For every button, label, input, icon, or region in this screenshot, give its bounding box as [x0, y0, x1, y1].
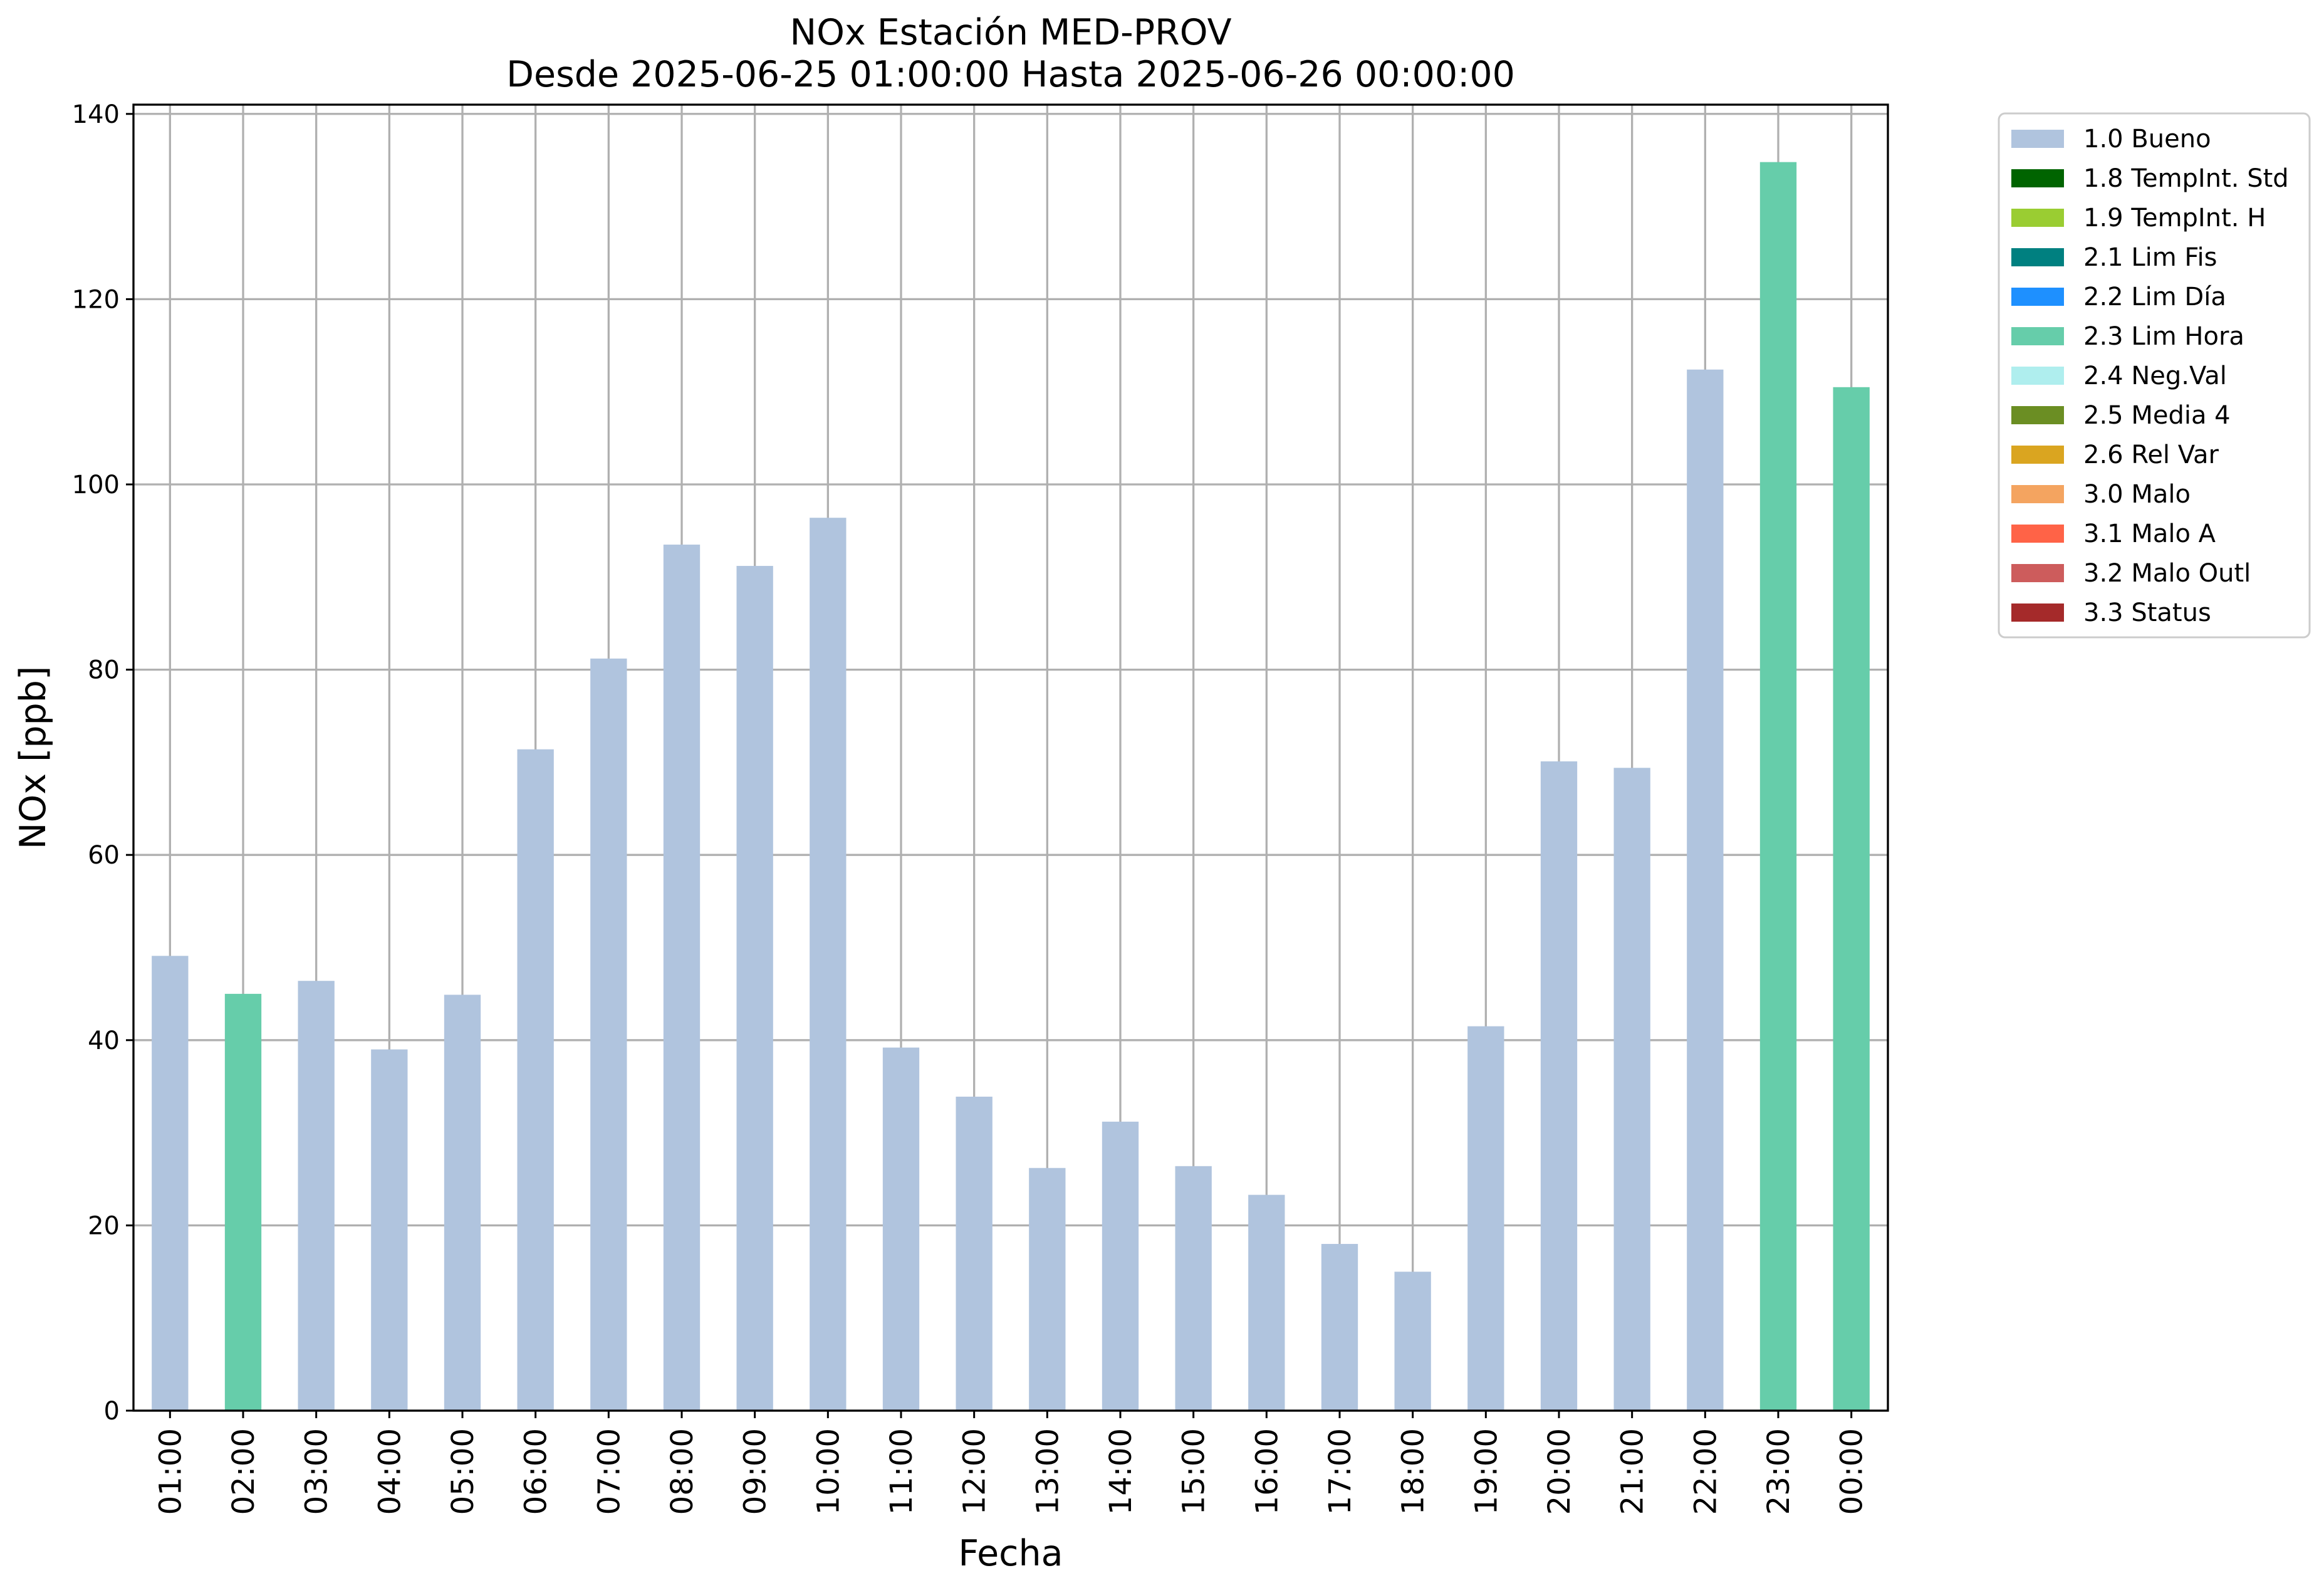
legend-entry: 3.1 Malo A	[2083, 520, 2216, 548]
legend-swatch	[2011, 327, 2064, 345]
bar	[1467, 1026, 1504, 1411]
bar	[1029, 1167, 1066, 1411]
x-tick-label: 11:00	[884, 1428, 919, 1515]
x-tick-label: 15:00	[1177, 1428, 1212, 1515]
legend-swatch	[2011, 169, 2064, 187]
x-tick-label: 12:00	[957, 1428, 993, 1515]
x-tick-label: 18:00	[1396, 1428, 1431, 1515]
bar	[371, 1049, 408, 1411]
x-tick-label: 00:00	[1835, 1428, 1870, 1515]
x-tick-label: 04:00	[372, 1428, 407, 1515]
x-tick-label: 19:00	[1469, 1428, 1504, 1515]
bar	[1687, 369, 1724, 1411]
legend-entry: 1.8 TempInt. Std	[2083, 164, 2289, 193]
y-tick-label: 80	[88, 656, 120, 685]
x-tick-label: 20:00	[1542, 1428, 1577, 1515]
y-tick-label: 60	[88, 841, 120, 870]
y-tick-label: 140	[72, 100, 120, 129]
bar	[590, 658, 627, 1411]
x-tick-label: 05:00	[446, 1428, 481, 1515]
bars	[152, 162, 1870, 1411]
y-tick-label: 100	[72, 471, 120, 499]
legend-entry: 2.4 Neg.Val	[2083, 362, 2227, 390]
x-tick-label: 02:00	[226, 1428, 261, 1515]
x-axis-label: Fecha	[958, 1533, 1063, 1574]
legend-swatch	[2011, 367, 2064, 385]
y-axis-label: NOx [ppb]	[13, 666, 54, 849]
bar	[810, 518, 847, 1411]
legend-entry: 2.6 Rel Var	[2083, 441, 2219, 469]
legend-entry: 2.1 Lim Fis	[2083, 243, 2217, 272]
x-tick-label: 06:00	[519, 1428, 554, 1515]
bar	[1540, 761, 1578, 1411]
x-tick-label: 03:00	[300, 1428, 335, 1515]
legend-swatch	[2011, 564, 2064, 582]
bar	[1613, 768, 1650, 1411]
x-tick-label: 22:00	[1688, 1428, 1723, 1515]
bar	[298, 981, 335, 1411]
legend-entry: 3.2 Malo Outl	[2083, 559, 2251, 588]
bar	[1394, 1272, 1431, 1411]
bar	[444, 995, 481, 1411]
x-tick-label: 14:00	[1103, 1428, 1139, 1515]
bar	[1833, 387, 1870, 1411]
legend-entry: 2.2 Lim Día	[2083, 283, 2226, 311]
y-ticks: 0 20 40 60 80 100 120 140	[72, 100, 133, 1426]
x-tick-label: 21:00	[1615, 1428, 1650, 1515]
legend-swatch	[2011, 130, 2064, 148]
bar	[1248, 1194, 1285, 1411]
y-tick-label: 0	[104, 1397, 120, 1426]
legend-entry: 1.0 Bueno	[2083, 125, 2211, 154]
bar	[736, 566, 773, 1411]
legend-entry: 2.5 Media 4	[2083, 401, 2231, 430]
chart-subtitle: Desde 2025-06-25 01:00:00 Hasta 2025-06-…	[506, 54, 1515, 95]
legend-swatch	[2011, 248, 2064, 266]
x-tick-label: 13:00	[1030, 1428, 1065, 1515]
legend-box	[1998, 112, 2311, 639]
x-tick-label: 09:00	[738, 1428, 773, 1515]
bar	[956, 1096, 993, 1411]
bar	[152, 956, 189, 1411]
chart-title: NOx Estación MED-PROV	[789, 12, 1231, 53]
legend-swatch	[2011, 603, 2064, 622]
x-ticks: 01:00 02:00 03:00 04:00 05:00 06:00 07:00 08:00…	[153, 1411, 1870, 1515]
x-tick-label: 23:00	[1761, 1428, 1796, 1515]
x-tick-label: 01:00	[153, 1428, 188, 1515]
bar	[882, 1047, 920, 1411]
bar	[1759, 162, 1797, 1411]
x-tick-label: 16:00	[1249, 1428, 1284, 1515]
bar	[1102, 1121, 1139, 1411]
legend-swatch	[2011, 406, 2064, 424]
legend-swatch	[2011, 288, 2064, 306]
legend-swatch	[2011, 525, 2064, 543]
legend-swatch	[2011, 446, 2064, 464]
legend-entry: 3.3 Status	[2083, 598, 2211, 627]
x-tick-label: 07:00	[591, 1428, 627, 1515]
legend: 1.0 Bueno 1.8 TempInt. Std 1.9 TempInt. H 2…	[1998, 112, 2311, 639]
x-tick-label: 08:00	[665, 1428, 700, 1515]
legend-entry: 3.0 Malo	[2083, 480, 2191, 509]
x-tick-label: 10:00	[811, 1428, 846, 1515]
bar	[663, 545, 701, 1411]
bar	[224, 993, 262, 1411]
plot-frame	[132, 103, 1889, 1412]
bar	[1321, 1243, 1358, 1411]
bar	[517, 749, 554, 1411]
y-tick-label: 120	[72, 285, 120, 314]
legend-entry: 1.9 TempInt. H	[2083, 204, 2266, 232]
bar	[1175, 1166, 1212, 1411]
y-tick-label: 20	[88, 1211, 120, 1240]
legend-entry: 2.3 Lim Hora	[2083, 322, 2244, 351]
legend-swatch	[2011, 209, 2064, 227]
x-tick-label: 17:00	[1323, 1428, 1358, 1515]
y-tick-label: 40	[88, 1026, 120, 1055]
legend-swatch	[2011, 485, 2064, 503]
